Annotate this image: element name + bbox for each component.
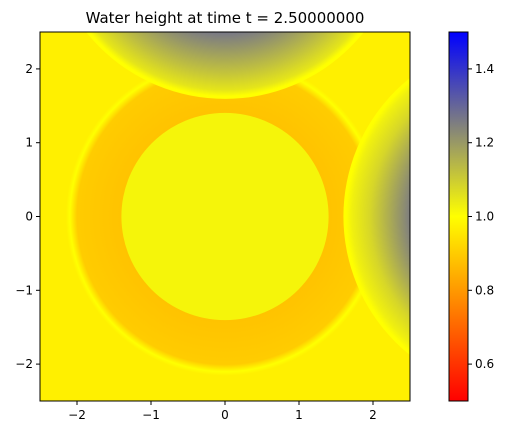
central-hump [121, 112, 329, 321]
x-tick-label: −1 [142, 408, 160, 422]
colorbar: 0.6 0.8 1.0 1.2 1.4 [448, 31, 494, 402]
colorbar-tick-label: 0.6 [475, 357, 494, 371]
colorbar-tick-label: 1.4 [475, 62, 494, 76]
x-tick-label: −2 [68, 408, 86, 422]
top-wave [86, 32, 364, 99]
x-tick-label: 0 [221, 408, 229, 422]
plot-area: −2 −1 0 1 2 −2 −1 0 1 2 [15, 31, 411, 422]
chart-title: Water height at time t = 2.50000000 [86, 9, 365, 27]
colorbar-tick-label: 1.2 [475, 136, 494, 150]
colorbar-gradient [448, 31, 469, 402]
colorbar-tick-label: 1.0 [475, 210, 494, 224]
y-axis-ticks: −2 −1 0 1 2 [15, 62, 40, 371]
x-axis-ticks: −2 −1 0 1 2 [68, 401, 377, 422]
x-tick-label: 2 [369, 408, 377, 422]
right-wave [343, 77, 410, 356]
y-tick-label: 1 [25, 136, 33, 150]
x-tick-label: 1 [295, 408, 303, 422]
colorbar-tick-label: 0.8 [475, 283, 494, 297]
y-tick-label: 0 [25, 210, 33, 224]
y-tick-label: −1 [15, 283, 33, 297]
y-tick-label: −2 [15, 357, 33, 371]
heatmap-field [40, 32, 410, 401]
colorbar-ticks: 0.6 0.8 1.0 1.2 1.4 [468, 62, 494, 371]
y-tick-label: 2 [25, 62, 33, 76]
